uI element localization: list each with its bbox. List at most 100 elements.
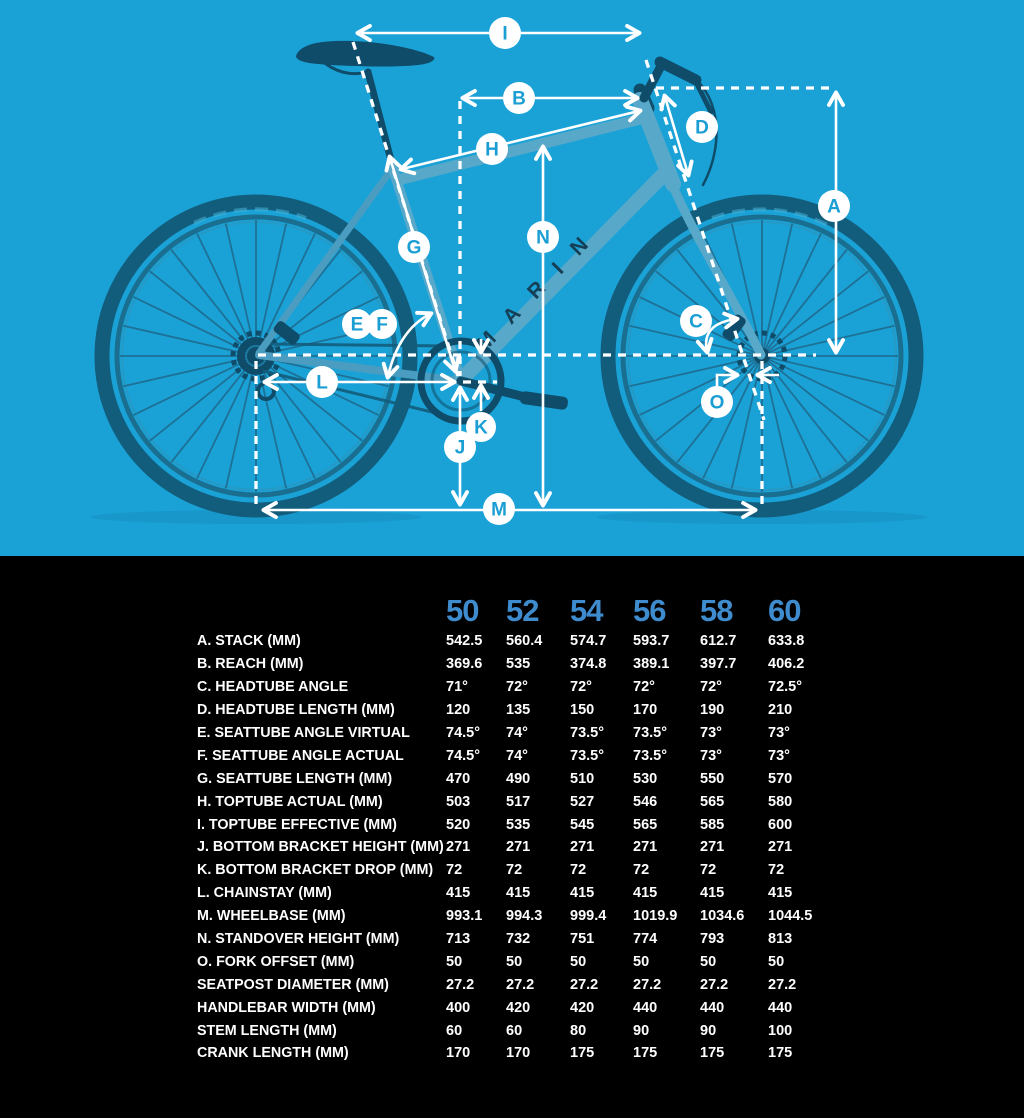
badge-F: F (367, 309, 397, 339)
spec-value: 713 (446, 931, 471, 948)
badge-K: K (466, 412, 496, 442)
size-column-header: 58 (700, 593, 733, 629)
spec-value: 135 (506, 702, 531, 719)
spec-value: 415 (633, 885, 658, 902)
badge-O: O (701, 386, 733, 418)
spec-value: 535 (506, 816, 531, 833)
fork-offset-left-arrow-O (715, 366, 740, 391)
spec-value: 271 (446, 839, 471, 856)
down-tube (454, 164, 674, 387)
spec-value: 60 (446, 1022, 463, 1039)
spec-value: 400 (446, 999, 471, 1016)
badge-E: E (342, 309, 372, 339)
spec-value: 90 (633, 1022, 650, 1039)
spec-value: 490 (506, 770, 531, 787)
svg-text:G: G (407, 238, 422, 259)
spec-value: 73° (768, 747, 790, 764)
spec-value: 530 (633, 770, 658, 787)
spec-value: 73.5° (633, 747, 668, 764)
spec-value: 72 (570, 862, 587, 879)
dimension-lines (261, 24, 845, 519)
spec-value: 993.1 (446, 908, 483, 925)
spec-value: 50 (446, 953, 463, 970)
spec-value: 27.2 (446, 976, 475, 993)
badge-A: A (818, 190, 850, 222)
spec-label: C. HEADTUBE ANGLE (197, 679, 349, 696)
spec-value: 1019.9 (633, 908, 678, 925)
size-column-header: 56 (633, 593, 666, 629)
spec-value: 612.7 (700, 633, 737, 650)
spec-value: 440 (633, 999, 658, 1016)
spec-value: 527 (570, 793, 595, 810)
spec-value: 440 (700, 999, 725, 1016)
spec-value: 90 (700, 1022, 717, 1039)
svg-text:A: A (827, 197, 841, 218)
spec-value: 793 (700, 931, 725, 948)
spec-label: I. TOPTUBE EFFECTIVE (MM) (197, 816, 397, 833)
spec-value: 175 (633, 1045, 658, 1062)
spec-value: 503 (446, 793, 471, 810)
spec-label: B. REACH (MM) (197, 656, 304, 673)
spec-value: 72.5° (768, 679, 803, 696)
spec-value: 50 (633, 953, 650, 970)
seattube-angle-arc-EF (381, 310, 434, 380)
spec-value: 175 (768, 1045, 793, 1062)
spec-value: 73.5° (570, 725, 605, 741)
spec-value: 72 (768, 862, 785, 879)
badge-B: B (503, 82, 535, 114)
handlebar (654, 56, 702, 86)
spec-label: G. SEATTUBE LENGTH (MM) (197, 770, 393, 787)
spec-value: 175 (700, 1045, 725, 1062)
brake-lever (693, 79, 714, 115)
spec-value: 415 (446, 885, 471, 902)
svg-text:N: N (536, 228, 550, 249)
spec-value: 73.5° (633, 725, 668, 741)
diagram-section: MARIN (0, 0, 1024, 556)
spec-value: 170 (506, 1045, 531, 1062)
spec-value: 994.3 (506, 908, 543, 925)
spec-value: 751 (570, 931, 595, 948)
spec-value: 517 (506, 793, 531, 810)
spec-value: 420 (570, 999, 595, 1016)
badge-H: H (476, 133, 508, 165)
spec-label: A. STACK (MM) (197, 633, 301, 650)
svg-text:E: E (351, 315, 364, 336)
spec-value: 74° (506, 725, 528, 741)
toptube-actual-line-H (398, 104, 643, 176)
spec-value: 271 (570, 839, 595, 856)
spec-value: 74° (506, 747, 528, 764)
spec-value: 565 (633, 816, 658, 833)
spec-value: 27.2 (700, 976, 729, 993)
spec-value: 150 (570, 702, 595, 719)
spec-value: 271 (506, 839, 531, 856)
chain-top (261, 342, 451, 348)
spec-label: H. TOPTUBE ACTUAL (MM) (197, 793, 383, 810)
spec-value: 74.5° (446, 747, 481, 764)
spec-label: O. FORK OFFSET (MM) (197, 953, 355, 970)
spec-value: 271 (700, 839, 725, 856)
spec-table-section: 50 52 54 56 58 60 A. STACK (MM) 542.5 560.4 574.7… (0, 556, 1024, 1118)
spec-value: 999.4 (570, 908, 607, 925)
spec-value: 271 (768, 839, 793, 856)
spec-value: 120 (446, 702, 471, 719)
spec-value: 574.7 (570, 633, 607, 650)
rear-tire-branding (193, 207, 307, 225)
rear-brake-caliper (273, 321, 300, 345)
spec-value: 170 (446, 1045, 471, 1062)
spec-value: 440 (768, 999, 793, 1016)
spec-label: M. WHEELBASE (MM) (197, 908, 346, 925)
spec-value: 374.8 (570, 656, 607, 673)
spec-label: D. HEADTUBE LENGTH (MM) (197, 702, 395, 719)
spec-value: 415 (570, 885, 595, 902)
spec-value: 420 (506, 999, 531, 1016)
badge-L: L (306, 366, 338, 398)
spec-value: 170 (633, 702, 658, 719)
spec-value: 72° (633, 679, 655, 696)
spec-label: SEATPOST DIAMETER (MM) (197, 976, 389, 993)
badge-I: I (489, 17, 521, 49)
svg-text:D: D (695, 118, 709, 139)
spec-value: 550 (700, 770, 725, 787)
spec-label: J. BOTTOM BRACKET HEIGHT (MM) (197, 839, 444, 856)
spec-value: 271 (633, 839, 658, 856)
spec-value: 71° (446, 679, 468, 696)
